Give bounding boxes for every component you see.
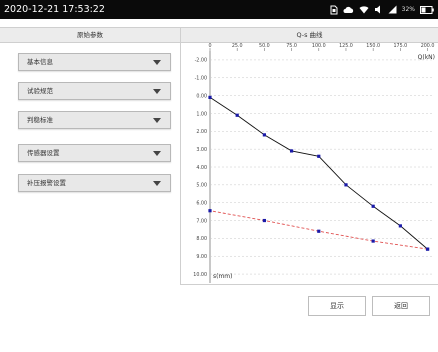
y-tick-label: 2.00 xyxy=(196,129,207,135)
loading-curve-point xyxy=(371,204,375,208)
parameters-panel-title: 原始参数 xyxy=(0,28,180,43)
loading-curve-line xyxy=(209,97,428,250)
loading-curve-point xyxy=(317,154,321,158)
dropdown-basic-info[interactable]: 基本信息 xyxy=(18,53,171,71)
qs-curve-chart: 0 25.0 50.0 75.0 100.0 125.0 150.0 175.0 200.0 -2… xyxy=(193,43,435,283)
y-tick-label: 5.00 xyxy=(196,183,207,189)
x-tick-label: 100.0 xyxy=(312,43,326,49)
x-tick-label: 75.0 xyxy=(286,43,297,49)
y-tick-label: 7.00 xyxy=(196,218,207,224)
signal-icon xyxy=(388,5,397,14)
loading-curve-point xyxy=(398,224,402,228)
loading-curve-point xyxy=(235,113,239,117)
loading-curve-point xyxy=(289,149,294,153)
loading-curve-point xyxy=(262,133,266,137)
y-tick-label: 6.00 xyxy=(196,200,207,206)
x-axis-label: Q(kN) xyxy=(418,54,435,61)
y-tick-label: 1.00 xyxy=(196,111,207,117)
loading-curve-point xyxy=(208,95,212,99)
x-tick-label: 50.0 xyxy=(259,43,270,49)
caret-down-icon xyxy=(153,151,161,156)
bottom-bar: 显示 返回 xyxy=(0,286,438,352)
battery-icon xyxy=(420,5,434,14)
x-tick-label: 125.0 xyxy=(339,43,353,49)
y-tick-label: 4.00 xyxy=(196,165,207,171)
dropdown-label: 判稳标准 xyxy=(27,116,53,124)
back-button[interactable]: 返回 xyxy=(372,296,430,316)
datetime: 2020-12-21 17:53:22 xyxy=(4,4,105,15)
dropdown-label: 传感器设置 xyxy=(27,149,60,157)
y-tick-label: 0.00 xyxy=(196,93,207,99)
x-tick-label: 150.0 xyxy=(366,43,380,49)
y-axis-label: s(mm) xyxy=(213,273,233,280)
caret-down-icon xyxy=(153,181,161,186)
display-button[interactable]: 显示 xyxy=(308,296,366,316)
battery-percent: 32% xyxy=(401,6,415,13)
dropdown-label: 补压报警设置 xyxy=(27,179,66,187)
caret-down-icon xyxy=(153,89,161,94)
y-tick-label: 9.00 xyxy=(196,254,207,260)
dropdown-stability-criteria[interactable]: 判稳标准 xyxy=(18,111,171,129)
wifi-icon xyxy=(359,6,369,14)
x-tick-label: 200.0 xyxy=(421,43,435,49)
unloading-curve-point xyxy=(262,218,266,223)
main-content: 原始参数 基本信息 试验规范 判稳标准 传感器设置 补压报警设置 Q-s 曲线 … xyxy=(0,27,438,285)
unloading-curve-point xyxy=(371,239,375,243)
y-tick-label: -1.00 xyxy=(195,76,207,82)
y-tick-label: 10.00 xyxy=(193,272,207,278)
x-tick-label: 25.0 xyxy=(232,43,243,49)
chart-panel-title: Q-s 曲线 xyxy=(181,28,438,43)
cloud-icon xyxy=(343,6,353,13)
y-tick-label: 3.00 xyxy=(196,147,207,153)
dropdown-label: 基本信息 xyxy=(27,58,53,66)
y-tick-label: -2.00 xyxy=(195,58,207,64)
dropdown-pressure-alarm-settings[interactable]: 补压报警设置 xyxy=(18,174,171,192)
parameters-panel: 原始参数 基本信息 试验规范 判稳标准 传感器设置 补压报警设置 xyxy=(0,28,181,285)
y-tick-label: 8.00 xyxy=(196,236,207,242)
x-tick-label: 175.0 xyxy=(393,43,407,49)
caret-down-icon xyxy=(153,60,161,65)
caret-down-icon xyxy=(153,118,161,123)
unloading-curve-point xyxy=(208,209,212,213)
dropdown-sensor-settings[interactable]: 传感器设置 xyxy=(18,144,171,162)
dropdown-label: 试验规范 xyxy=(27,87,53,95)
speaker-icon xyxy=(374,5,380,14)
status-bar: 2020-12-21 17:53:22 32% xyxy=(0,0,438,19)
loading-curve-point xyxy=(344,183,348,187)
unloading-curve-point xyxy=(425,247,430,251)
unloading-curve-point xyxy=(317,229,321,233)
dropdown-test-spec[interactable]: 试验规范 xyxy=(18,82,171,100)
sim-card-icon xyxy=(330,5,338,14)
status-icons: 32% xyxy=(330,0,434,19)
x-tick-label: 0 xyxy=(208,43,211,49)
chart-panel: Q-s 曲线 0 25.0 50.0 75.0 100.0 125.0 150.0 175.0… xyxy=(181,28,438,285)
